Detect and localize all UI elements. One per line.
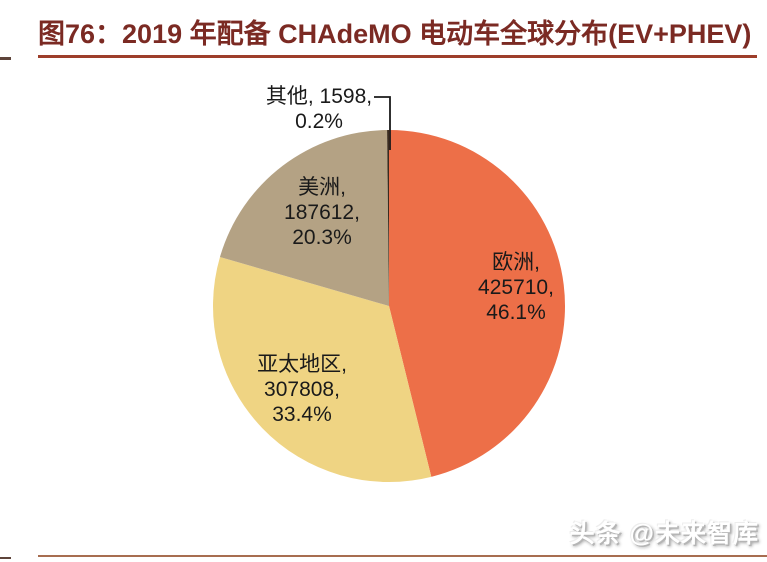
slice-label-asia-pacific-value: 307808, bbox=[264, 378, 340, 401]
pie-slice-1 bbox=[212, 256, 432, 483]
slice-label-others: 其他, 1598, 0.2% bbox=[238, 84, 400, 134]
left-edge-mark-bottom bbox=[0, 557, 11, 559]
pie-slice-0 bbox=[389, 130, 566, 477]
slice-label-europe: 欧洲, 425710, 46.1% bbox=[436, 250, 596, 325]
slice-label-americas: 美洲, 187612, 20.3% bbox=[242, 175, 402, 250]
slice-label-europe-name: 欧洲, bbox=[492, 251, 540, 274]
slice-label-europe-value: 425710, bbox=[478, 276, 554, 299]
pie-slices bbox=[212, 130, 566, 483]
slice-label-others-pct: 0.2% bbox=[295, 110, 343, 133]
slice-label-asia-pacific: 亚太地区, 307808, 33.4% bbox=[222, 352, 382, 427]
slice-label-europe-pct: 46.1% bbox=[486, 301, 546, 324]
slice-label-others-text: 其他, 1598, bbox=[265, 85, 373, 108]
pie-slice-3 bbox=[387, 130, 389, 306]
slice-label-asia-pacific-name: 亚太地区, bbox=[257, 353, 347, 376]
pie-slice-2 bbox=[219, 130, 389, 306]
figure-title: 图76：2019 年配备 CHAdeMO 电动车全球分布(EV+PHEV) bbox=[38, 19, 752, 49]
left-edge-mark-top bbox=[0, 57, 11, 60]
bottom-border-line bbox=[38, 555, 767, 557]
slice-label-asia-pacific-pct: 33.4% bbox=[272, 403, 332, 426]
slice-label-americas-pct: 20.3% bbox=[292, 226, 352, 249]
slice-label-americas-name: 美洲, bbox=[298, 176, 346, 199]
title-underline bbox=[38, 55, 757, 58]
callout-leader-line bbox=[374, 96, 391, 150]
slice-label-americas-value: 187612, bbox=[284, 201, 360, 224]
watermark-text: 头条 @未来智库 bbox=[569, 520, 759, 548]
